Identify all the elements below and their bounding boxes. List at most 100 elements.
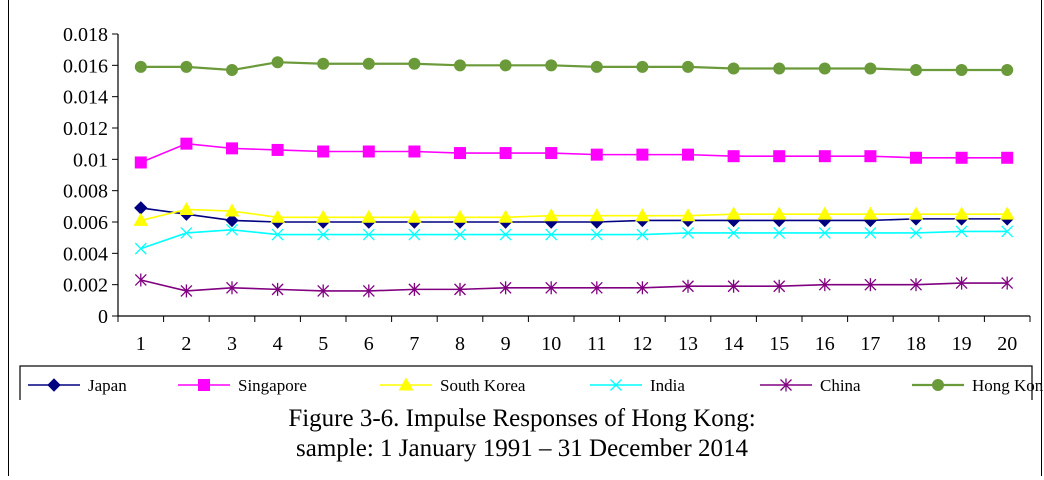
x-tick-label: 6 bbox=[364, 333, 374, 355]
data-point-singapore bbox=[727, 150, 740, 163]
chart-ticks: 0 0.002 0.004 0.006 0.008 0.01 0.012 0.014 0.016… bbox=[63, 24, 1031, 355]
series-line-hong-kong bbox=[140, 61, 1008, 72]
data-point-india bbox=[454, 228, 466, 241]
data-point-singapore bbox=[1001, 151, 1014, 164]
marker-stroke bbox=[454, 228, 466, 241]
legend-label: Japan bbox=[88, 376, 127, 395]
x-tick-label: 4 bbox=[273, 333, 283, 355]
data-point-india bbox=[682, 227, 694, 239]
x-tick-label: 12 bbox=[632, 333, 652, 355]
figure-frame bbox=[8, 0, 1042, 476]
data-point-hong-kong bbox=[955, 64, 968, 77]
data-point-hong-kong bbox=[1001, 64, 1014, 77]
data-point-india bbox=[271, 228, 284, 241]
data-point-south-korea bbox=[498, 209, 513, 223]
data-point-singapore bbox=[818, 150, 831, 163]
data-point-south-korea bbox=[224, 203, 240, 217]
data-point-india bbox=[226, 223, 238, 236]
data-point-hong-kong bbox=[864, 62, 877, 75]
data-point-singapore bbox=[910, 151, 922, 164]
data-point-india bbox=[727, 227, 740, 239]
legend-label: Hong Kong bbox=[972, 376, 1044, 395]
data-point-japan bbox=[134, 201, 148, 215]
x-tick-label: 11 bbox=[587, 333, 606, 355]
y-tick-label: 0.014 bbox=[63, 87, 108, 109]
data-point-singapore bbox=[773, 150, 786, 163]
figure-caption: Figure 3-6. Impulse Responses of Hong Ko… bbox=[0, 404, 1044, 464]
data-point-hong-kong bbox=[499, 59, 512, 72]
series-singapore bbox=[134, 137, 1014, 169]
data-point-china bbox=[499, 281, 512, 295]
marker-stroke bbox=[910, 227, 922, 239]
data-point-south-korea bbox=[771, 206, 787, 220]
data-point-hong-kong bbox=[362, 57, 375, 70]
data-point-hong-kong bbox=[134, 60, 147, 73]
data-point-india bbox=[818, 227, 831, 239]
x-tick-label: 15 bbox=[769, 333, 789, 355]
marker-stroke bbox=[590, 228, 603, 241]
data-point-hong-kong bbox=[727, 62, 740, 75]
marker-stroke bbox=[317, 228, 330, 241]
x-tick-label: 17 bbox=[860, 333, 880, 355]
series-china bbox=[134, 273, 1014, 298]
legend-item-japan: Japan bbox=[28, 376, 127, 395]
data-point-singapore bbox=[226, 142, 238, 155]
data-point-hong-kong bbox=[773, 62, 786, 75]
x-tick-label: 14 bbox=[724, 333, 744, 355]
impulse-response-chart: 0 0.002 0.004 0.006 0.008 0.01 0.012 0.014 0.016… bbox=[19, 24, 1044, 400]
series-line-singapore bbox=[140, 142, 1008, 164]
marker-stroke bbox=[408, 228, 421, 241]
data-point-china bbox=[180, 284, 193, 298]
data-point-india bbox=[773, 227, 786, 239]
x-tick-label: 7 bbox=[409, 333, 419, 355]
marker-stroke bbox=[818, 227, 831, 239]
data-point-south-korea bbox=[999, 206, 1015, 220]
legend-item-india: India bbox=[590, 376, 685, 395]
chart-axes bbox=[117, 34, 1030, 317]
data-point-south-korea bbox=[270, 209, 285, 223]
x-tick-label: 18 bbox=[906, 333, 926, 355]
data-point-south-korea bbox=[315, 209, 331, 223]
data-point-singapore bbox=[499, 147, 512, 160]
data-point-china bbox=[910, 278, 922, 292]
data-point-singapore bbox=[180, 137, 193, 150]
data-point-india bbox=[362, 228, 375, 241]
data-point-hong-kong bbox=[545, 59, 558, 72]
data-point-china bbox=[682, 279, 694, 293]
data-point-singapore bbox=[408, 145, 421, 158]
data-point-china bbox=[454, 282, 466, 296]
legend-label: China bbox=[820, 376, 861, 395]
marker-stroke bbox=[955, 225, 968, 238]
data-point-hong-kong bbox=[317, 57, 330, 70]
series-line-south-korea bbox=[140, 208, 1008, 222]
data-point-singapore bbox=[590, 148, 603, 161]
data-point-china bbox=[864, 278, 877, 292]
data-point-china bbox=[727, 279, 740, 293]
legend-label: India bbox=[650, 376, 685, 395]
data-point-hong-kong bbox=[682, 60, 694, 73]
marker-stroke bbox=[773, 227, 786, 239]
caption-line-1: Figure 3-6. Impulse Responses of Hong Ko… bbox=[288, 405, 756, 432]
data-point-china bbox=[317, 284, 330, 298]
data-point-south-korea bbox=[954, 206, 969, 220]
marker-stroke bbox=[727, 227, 740, 239]
marker-stroke bbox=[545, 228, 558, 241]
data-point-china bbox=[1001, 276, 1014, 290]
marker-stroke bbox=[1001, 225, 1014, 238]
data-point-india bbox=[590, 228, 603, 241]
data-point-south-korea bbox=[543, 208, 559, 222]
data-point-hong-kong bbox=[408, 57, 421, 70]
marker-stroke bbox=[499, 228, 512, 241]
data-point-china bbox=[636, 281, 649, 295]
x-tick-label: 8 bbox=[455, 333, 465, 355]
data-point-south-korea bbox=[179, 201, 194, 215]
legend-box bbox=[19, 365, 1033, 400]
data-point-south-korea bbox=[635, 208, 650, 222]
legend-label: Singapore bbox=[238, 376, 307, 395]
series-line-china bbox=[140, 279, 1008, 292]
data-point-india bbox=[955, 225, 968, 238]
series-south-korea bbox=[133, 201, 1015, 226]
data-point-south-korea bbox=[726, 206, 741, 220]
data-point-china bbox=[226, 281, 238, 295]
legend-marker bbox=[398, 377, 414, 391]
